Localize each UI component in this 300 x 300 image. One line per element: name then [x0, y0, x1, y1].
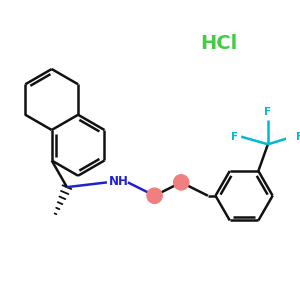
Text: F: F — [296, 132, 300, 142]
Circle shape — [174, 175, 189, 190]
Text: HCl: HCl — [200, 34, 238, 53]
Text: NH: NH — [109, 175, 129, 188]
Circle shape — [147, 188, 162, 203]
Text: F: F — [231, 132, 239, 142]
Text: F: F — [264, 107, 272, 117]
